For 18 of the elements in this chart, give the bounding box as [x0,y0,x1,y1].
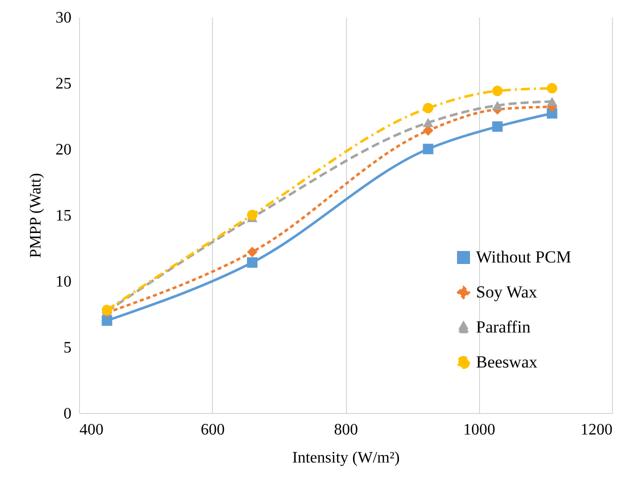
y-tick-label: 10 [56,274,72,290]
y-axis-title: PMPP (Watt) [28,173,44,258]
y-tick-label: 30 [56,10,72,26]
legend-label: Beeswax [476,352,538,372]
legend-label: Without PCM [476,248,572,266]
y-tick-label: 5 [64,340,72,356]
legend-label: Soy Wax [476,282,538,302]
x-axis-title: Intensity (W/m²) [292,450,400,466]
x-tick-label: 1200 [580,422,612,438]
y-tick-label: 25 [56,76,72,92]
y-tick-label: 20 [56,142,72,158]
legend-label: Paraffin [476,318,531,336]
x-tick-label: 1000 [463,422,496,438]
x-tick-label: 400 [80,422,104,438]
y-tick-label: 0 [64,406,72,422]
y-tick-label: 15 [56,208,72,224]
x-tick-label: 600 [200,422,225,438]
x-tick-label: 800 [334,422,358,438]
